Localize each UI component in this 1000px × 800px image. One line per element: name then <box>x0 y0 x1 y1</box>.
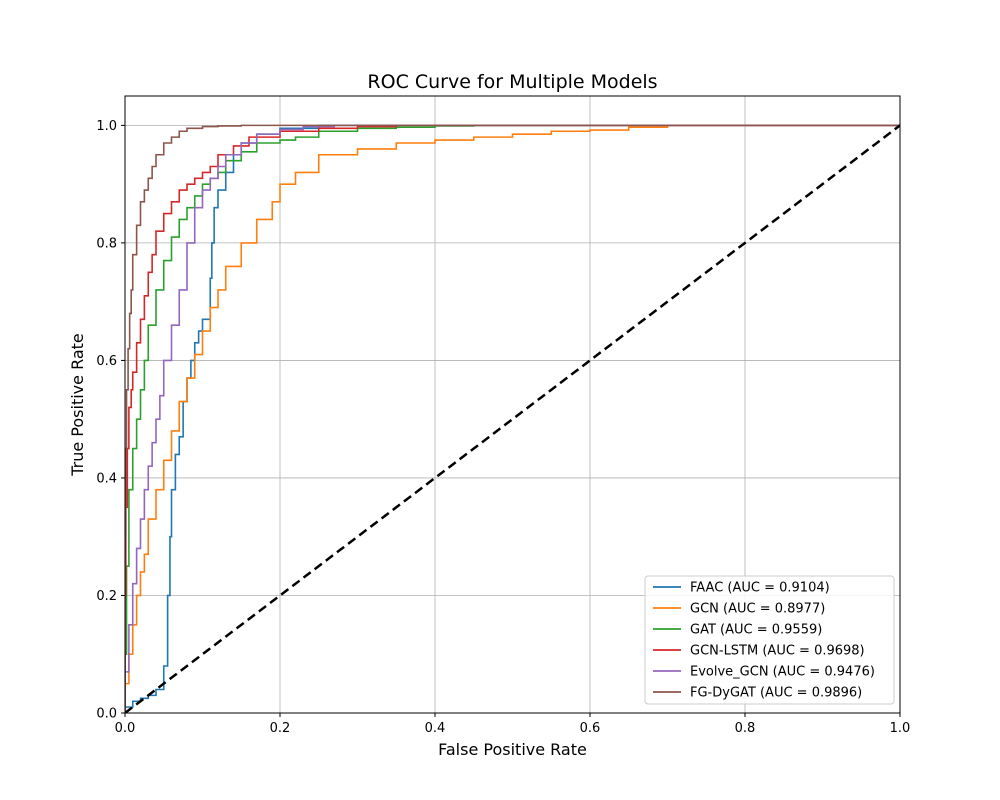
axis-ticks: 0.0 0.2 0.4 0.6 0.8 1.0 0.0 0.2 0.4 0.6 0.8 1.0 <box>96 119 910 736</box>
x-tick-label: 0.4 <box>425 721 446 736</box>
x-axis-label: False Positive Rate <box>438 740 587 759</box>
series-line-4 <box>125 124 900 713</box>
series-line-1 <box>125 124 900 713</box>
legend-label-1: GCN (AUC = 0.8977) <box>690 602 825 617</box>
y-tick-label: 0.2 <box>96 589 117 604</box>
legend: FAAC (AUC = 0.9104) GCN (AUC = 0.8977) GAT… <box>644 575 895 705</box>
series-line-2 <box>125 124 900 713</box>
legend-box <box>644 575 895 705</box>
y-tick-label: 0.6 <box>96 354 117 369</box>
y-tick-label: 1.0 <box>96 119 117 134</box>
x-tick-label: 0.8 <box>735 721 756 736</box>
y-tick-label: 0.0 <box>96 707 117 722</box>
plot-frame <box>124 95 901 714</box>
y-axis-label: True Positive Rate <box>68 333 87 477</box>
x-tick-label: 0.0 <box>115 721 136 736</box>
legend-label-0: FAAC (AUC = 0.9104) <box>690 581 830 596</box>
legend-label-4: Evolve_GCN (AUC = 0.9476) <box>690 665 875 680</box>
y-tick-label: 0.8 <box>96 236 117 251</box>
x-tick-label: 1.0 <box>890 721 911 736</box>
x-tick-label: 0.2 <box>270 721 291 736</box>
series-line-5 <box>125 124 900 713</box>
series-line-3 <box>125 124 900 713</box>
x-tick-label: 0.6 <box>580 721 601 736</box>
series-lines <box>125 124 900 713</box>
legend-label-2: GAT (AUC = 0.9559) <box>690 623 822 638</box>
legend-label-5: FG-DyGAT (AUC = 0.9896) <box>690 686 862 701</box>
chart-title: ROC Curve for Multiple Models <box>367 71 657 93</box>
grid-lines <box>124 96 901 714</box>
reference-diagonal-line <box>125 124 900 713</box>
y-tick-label: 0.4 <box>96 471 117 486</box>
legend-label-3: GCN-LSTM (AUC = 0.9698) <box>690 644 865 659</box>
